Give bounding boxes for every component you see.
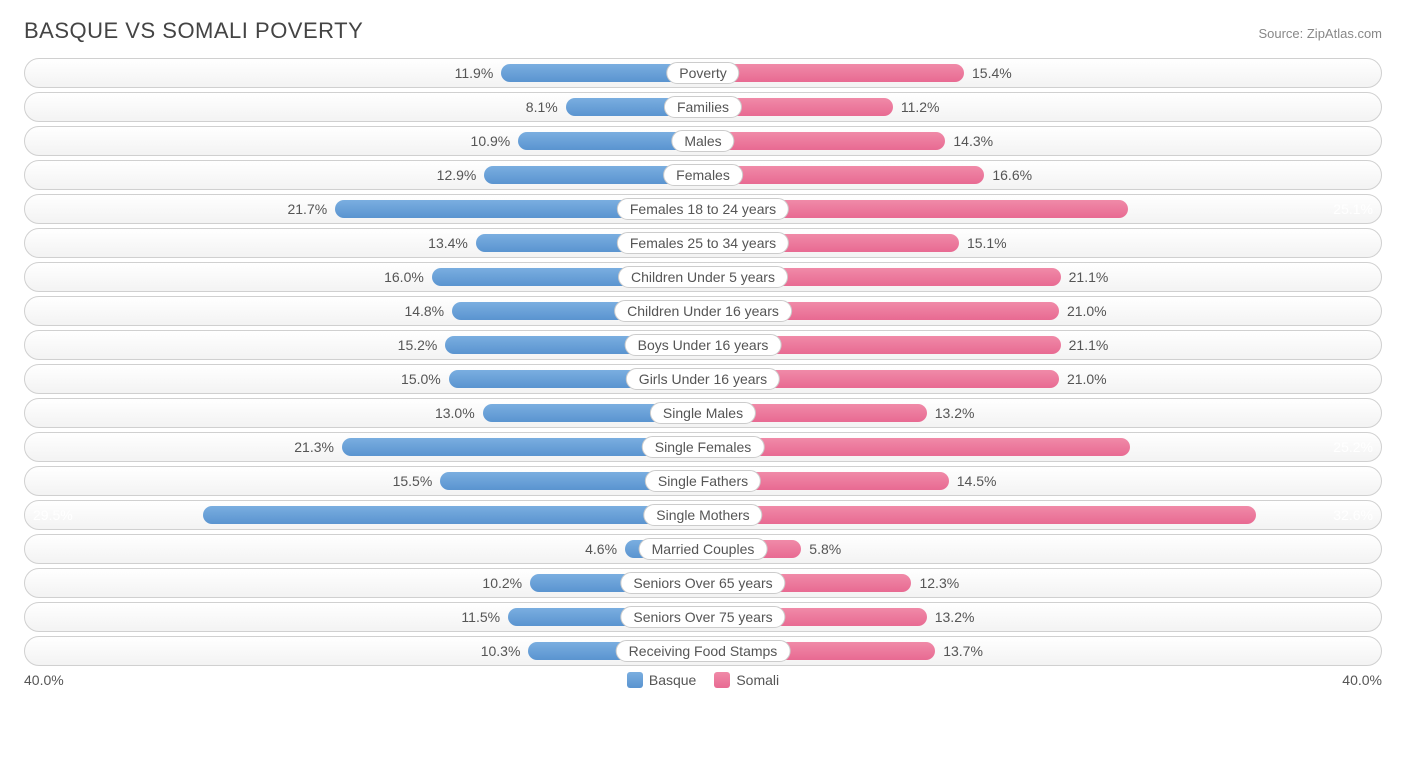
value-right: 25.1% [1333,201,1373,217]
chart-row: 14.8% 21.0% Children Under 16 years [24,296,1382,326]
bar-right [703,438,1130,456]
category-label: Receiving Food Stamps [616,640,791,662]
legend-label-right: Somali [736,672,779,688]
chart-row: 16.0% 21.1% Children Under 5 years [24,262,1382,292]
legend-item-right: Somali [714,672,779,688]
value-left: 11.5% [461,609,500,625]
chart-row: 10.2% 12.3% Seniors Over 65 years [24,568,1382,598]
value-right: 5.8% [809,541,841,557]
bar-right [703,64,964,82]
value-left: 13.4% [428,235,468,251]
axis-left-max: 40.0% [24,672,64,688]
category-label: Children Under 5 years [618,266,788,288]
value-right: 21.1% [1069,269,1109,285]
value-right: 32.6% [1333,507,1373,523]
legend-label-left: Basque [649,672,696,688]
chart-row: 29.5% 32.6% Single Mothers [24,500,1382,530]
chart-row: 8.1% 11.2% Families [24,92,1382,122]
category-label: Single Females [642,436,765,458]
chart-row: 11.9% 15.4% Poverty [24,58,1382,88]
category-label: Females 18 to 24 years [617,198,789,220]
category-label: Males [671,130,734,152]
chart-row: 21.7% 25.1% Females 18 to 24 years [24,194,1382,224]
category-label: Single Fathers [645,470,761,492]
value-right: 13.2% [935,609,975,625]
value-left: 21.3% [294,439,334,455]
category-label: Poverty [666,62,739,84]
category-label: Single Mothers [643,504,762,526]
diverging-bar-chart: 11.9%15.4%Poverty8.1%11.2%Families10.9%1… [24,58,1382,666]
value-left: 13.0% [435,405,475,421]
legend-swatch-right [714,672,730,688]
value-right: 15.1% [967,235,1007,251]
legend-item-left: Basque [627,672,696,688]
value-left: 29.5% [33,507,73,523]
chart-source: Source: ZipAtlas.com [1258,26,1382,41]
value-right: 21.1% [1069,337,1109,353]
chart-row: 10.9% 14.3% Males [24,126,1382,156]
value-right: 13.2% [935,405,975,421]
category-label: Seniors Over 75 years [620,606,785,628]
value-right: 14.5% [957,473,997,489]
category-label: Girls Under 16 years [626,368,780,390]
bar-right [703,506,1256,524]
value-left: 16.0% [384,269,424,285]
bar-left [203,506,703,524]
value-right: 21.0% [1067,303,1107,319]
category-label: Boys Under 16 years [625,334,782,356]
chart-header: BASQUE VS SOMALI POVERTY Source: ZipAtla… [24,18,1382,44]
chart-row: 12.9% 16.6% Females [24,160,1382,190]
value-left: 15.2% [398,337,438,353]
category-label: Single Males [650,402,756,424]
value-left: 15.0% [401,371,441,387]
value-left: 21.7% [287,201,327,217]
category-label: Seniors Over 65 years [620,572,785,594]
chart-row: 21.3% 25.2% Single Females [24,432,1382,462]
category-label: Females 25 to 34 years [617,232,789,254]
category-label: Families [664,96,742,118]
axis-right-max: 40.0% [1342,672,1382,688]
value-right: 13.7% [943,643,983,659]
bar-right [703,132,945,150]
value-right: 12.3% [919,575,959,591]
value-right: 11.2% [901,99,940,115]
value-right: 25.2% [1333,439,1373,455]
value-right: 15.4% [972,65,1012,81]
chart-row: 15.2% 21.1% Boys Under 16 years [24,330,1382,360]
value-left: 10.2% [482,575,522,591]
chart-title: BASQUE VS SOMALI POVERTY [24,18,363,44]
chart-row: 13.0% 13.2% Single Males [24,398,1382,428]
chart-row: 10.3% 13.7% Receiving Food Stamps [24,636,1382,666]
category-label: Children Under 16 years [614,300,792,322]
value-left: 11.9% [455,65,494,81]
chart-footer: 40.0% Basque Somali 40.0% [24,672,1382,688]
chart-row: 15.5% 14.5% Single Fathers [24,466,1382,496]
value-left: 4.6% [585,541,617,557]
category-label: Females [663,164,743,186]
category-label: Married Couples [639,538,768,560]
legend-swatch-left [627,672,643,688]
legend: Basque Somali [627,672,779,688]
bar-right [703,166,984,184]
chart-row: 13.4% 15.1% Females 25 to 34 years [24,228,1382,258]
value-right: 21.0% [1067,371,1107,387]
value-left: 14.8% [404,303,444,319]
value-left: 10.9% [471,133,511,149]
chart-row: 11.5% 13.2% Seniors Over 75 years [24,602,1382,632]
value-left: 15.5% [393,473,433,489]
value-left: 12.9% [437,167,477,183]
chart-row: 15.0% 21.0% Girls Under 16 years [24,364,1382,394]
value-left: 8.1% [526,99,558,115]
value-left: 10.3% [481,643,521,659]
value-right: 14.3% [953,133,993,149]
chart-row: 4.6% 5.8% Married Couples [24,534,1382,564]
value-right: 16.6% [992,167,1032,183]
